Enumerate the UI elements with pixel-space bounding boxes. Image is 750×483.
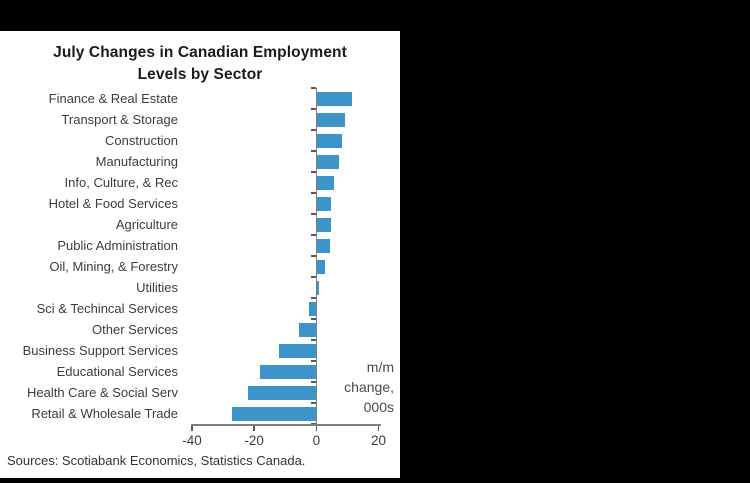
y-axis-tick: [310, 234, 316, 236]
y-axis-tick: [310, 276, 316, 278]
category-label: Transport & Storage: [61, 111, 178, 127]
category-label: Public Administration: [57, 237, 178, 253]
y-axis-tick: [310, 381, 316, 383]
chart-bar: [317, 112, 346, 127]
chart-bar: [232, 406, 317, 421]
category-label: Construction: [105, 132, 178, 148]
chart-bar: [317, 154, 340, 169]
y-axis-tick: [310, 360, 316, 362]
chart-bar: [308, 301, 317, 316]
chart-bar: [317, 91, 352, 106]
chart-title: July Changes in Canadian Employment Leve…: [0, 42, 400, 86]
chart-bar: [247, 385, 317, 400]
source-note: Sources: Scotiabank Economics, Statistic…: [7, 453, 306, 468]
chart-bar: [317, 259, 326, 274]
y-axis-tick: [310, 318, 316, 320]
y-axis-tick: [310, 87, 316, 89]
y-axis-tick: [310, 171, 316, 173]
chart-bar: [317, 133, 343, 148]
x-axis-line: [191, 424, 381, 426]
chart-bar: [299, 322, 317, 337]
x-axis-tick: [191, 425, 193, 431]
y-axis-tick: [310, 129, 316, 131]
x-axis-tick: [377, 425, 380, 431]
category-label: Business Support Services: [22, 342, 178, 358]
category-label: Utilities: [136, 279, 178, 295]
chart-bar: [317, 217, 332, 232]
y-axis-tick: [310, 339, 316, 341]
category-label: Sci & Techincal Services: [36, 300, 178, 316]
chart-title-line-1: July Changes in Canadian Employment: [53, 44, 347, 61]
x-axis-tick-label: -40: [182, 433, 202, 448]
y-axis-tick: [310, 402, 316, 404]
y-axis-line: [315, 88, 318, 424]
x-axis-tick-label: 20: [370, 433, 387, 448]
x-axis-tick: [315, 425, 318, 431]
annotation-line-1: m/m: [366, 359, 394, 375]
chart-bar: [279, 343, 317, 358]
chart-bar: [317, 280, 319, 295]
chart-bar: [260, 364, 317, 379]
category-label: Finance & Real Estate: [48, 90, 178, 106]
y-axis-tick: [310, 255, 316, 257]
chart-panel: July Changes in Canadian Employment Leve…: [0, 31, 400, 478]
y-axis-tick: [310, 150, 316, 152]
x-axis-tick: [253, 425, 255, 431]
axis-units-annotation: m/m change, 000s: [274, 357, 394, 417]
chart-bar: [317, 196, 332, 211]
category-label: Health Care & Social Serv: [26, 384, 178, 400]
category-label: Retail & Wholesale Trade: [31, 405, 178, 421]
annotation-line-2: change,: [344, 379, 394, 395]
x-axis-tick-label: -20: [244, 433, 264, 448]
chart-bar: [317, 238, 330, 253]
category-label: Agriculture: [115, 216, 178, 232]
category-label: Hotel & Food Services: [48, 195, 178, 211]
chart-bar: [317, 175, 335, 190]
x-axis-tick-label: 0: [312, 433, 321, 448]
category-label: Oil, Mining, & Forestry: [49, 258, 178, 274]
category-label: Other Services: [92, 321, 178, 337]
category-label: Educational Services: [56, 363, 178, 379]
category-label: Info, Culture, & Rec: [64, 174, 178, 190]
y-axis-tick: [310, 108, 316, 110]
y-axis-tick: [310, 192, 316, 194]
y-axis-tick: [310, 297, 316, 299]
annotation-line-3: 000s: [363, 399, 394, 415]
chart-title-line-2: Levels by Sector: [137, 66, 263, 83]
category-label: Manufacturing: [95, 153, 178, 169]
y-axis-tick: [310, 213, 316, 215]
